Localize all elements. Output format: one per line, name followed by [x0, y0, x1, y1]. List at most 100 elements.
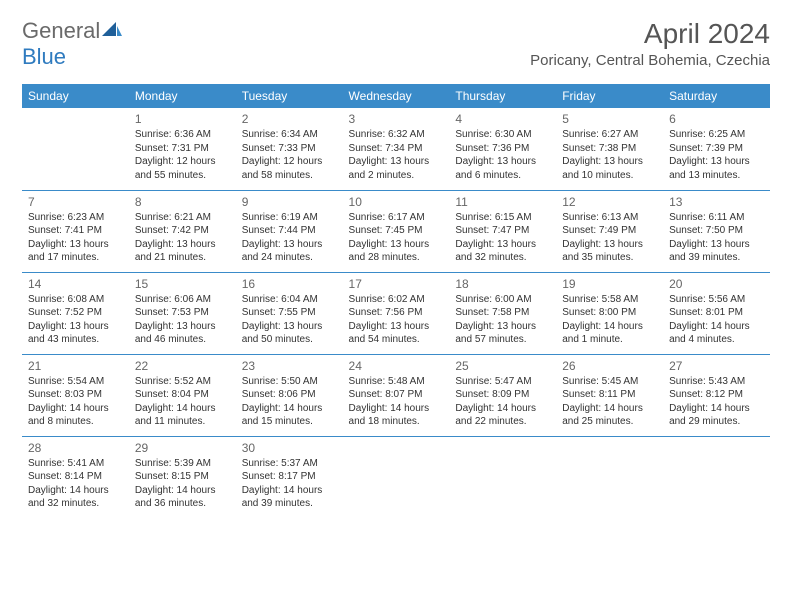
- day-cell: 15Sunrise: 6:06 AMSunset: 7:53 PMDayligh…: [129, 272, 236, 354]
- daylight-text: and 18 minutes.: [349, 415, 444, 429]
- daylight-text: Daylight: 13 hours: [135, 238, 230, 252]
- title-block: April 2024 Poricany, Central Bohemia, Cz…: [530, 18, 770, 69]
- day-number: 13: [669, 194, 764, 210]
- sunset-text: Sunset: 8:06 PM: [242, 388, 337, 402]
- day-cell: 17Sunrise: 6:02 AMSunset: 7:56 PMDayligh…: [343, 272, 450, 354]
- calendar-week-row: 7Sunrise: 6:23 AMSunset: 7:41 PMDaylight…: [22, 190, 770, 272]
- daylight-text: and 46 minutes.: [135, 333, 230, 347]
- daylight-text: Daylight: 13 hours: [562, 238, 657, 252]
- day-cell: 10Sunrise: 6:17 AMSunset: 7:45 PMDayligh…: [343, 190, 450, 272]
- day-cell: 19Sunrise: 5:58 AMSunset: 8:00 PMDayligh…: [556, 272, 663, 354]
- day-number: 26: [562, 358, 657, 374]
- logo-sail-icon: [102, 25, 122, 42]
- day-cell: 18Sunrise: 6:00 AMSunset: 7:58 PMDayligh…: [449, 272, 556, 354]
- calendar-week-row: 1Sunrise: 6:36 AMSunset: 7:31 PMDaylight…: [22, 108, 770, 190]
- day-cell: 26Sunrise: 5:45 AMSunset: 8:11 PMDayligh…: [556, 354, 663, 436]
- month-title: April 2024: [530, 18, 770, 50]
- sunset-text: Sunset: 8:11 PM: [562, 388, 657, 402]
- daylight-text: and 29 minutes.: [669, 415, 764, 429]
- sunrise-text: Sunrise: 6:15 AM: [455, 211, 550, 225]
- sunset-text: Sunset: 7:41 PM: [28, 224, 123, 238]
- daylight-text: Daylight: 13 hours: [562, 155, 657, 169]
- day-number: 9: [242, 194, 337, 210]
- day-number: 6: [669, 111, 764, 127]
- day-number: 19: [562, 276, 657, 292]
- sunset-text: Sunset: 8:14 PM: [28, 470, 123, 484]
- empty-cell: [22, 108, 129, 190]
- daylight-text: and 13 minutes.: [669, 169, 764, 183]
- sunrise-text: Sunrise: 6:23 AM: [28, 211, 123, 225]
- day-number: 4: [455, 111, 550, 127]
- day-number: 2: [242, 111, 337, 127]
- sunrise-text: Sunrise: 6:17 AM: [349, 211, 444, 225]
- sunset-text: Sunset: 7:38 PM: [562, 142, 657, 156]
- daylight-text: Daylight: 14 hours: [135, 402, 230, 416]
- calendar-table: SundayMondayTuesdayWednesdayThursdayFrid…: [22, 84, 770, 518]
- day-number: 24: [349, 358, 444, 374]
- daylight-text: and 6 minutes.: [455, 169, 550, 183]
- day-number: 11: [455, 194, 550, 210]
- daylight-text: and 43 minutes.: [28, 333, 123, 347]
- daylight-text: and 21 minutes.: [135, 251, 230, 265]
- sunrise-text: Sunrise: 6:00 AM: [455, 293, 550, 307]
- daylight-text: Daylight: 14 hours: [349, 402, 444, 416]
- sunset-text: Sunset: 8:01 PM: [669, 306, 764, 320]
- sunrise-text: Sunrise: 6:32 AM: [349, 128, 444, 142]
- daylight-text: and 22 minutes.: [455, 415, 550, 429]
- daylight-text: Daylight: 13 hours: [455, 320, 550, 334]
- daylight-text: and 2 minutes.: [349, 169, 444, 183]
- sunset-text: Sunset: 7:58 PM: [455, 306, 550, 320]
- sunset-text: Sunset: 7:34 PM: [349, 142, 444, 156]
- daylight-text: Daylight: 13 hours: [242, 238, 337, 252]
- sunset-text: Sunset: 7:52 PM: [28, 306, 123, 320]
- daylight-text: and 32 minutes.: [455, 251, 550, 265]
- day-cell: 21Sunrise: 5:54 AMSunset: 8:03 PMDayligh…: [22, 354, 129, 436]
- daylight-text: Daylight: 13 hours: [349, 238, 444, 252]
- daylight-text: Daylight: 14 hours: [562, 320, 657, 334]
- sunset-text: Sunset: 7:36 PM: [455, 142, 550, 156]
- daylight-text: and 54 minutes.: [349, 333, 444, 347]
- day-number: 29: [135, 440, 230, 456]
- daylight-text: Daylight: 14 hours: [242, 484, 337, 498]
- sunrise-text: Sunrise: 6:02 AM: [349, 293, 444, 307]
- sunrise-text: Sunrise: 5:39 AM: [135, 457, 230, 471]
- sunset-text: Sunset: 8:15 PM: [135, 470, 230, 484]
- day-number: 16: [242, 276, 337, 292]
- daylight-text: and 28 minutes.: [349, 251, 444, 265]
- daylight-text: and 1 minute.: [562, 333, 657, 347]
- daylight-text: Daylight: 13 hours: [242, 320, 337, 334]
- daylight-text: and 10 minutes.: [562, 169, 657, 183]
- sunrise-text: Sunrise: 5:54 AM: [28, 375, 123, 389]
- daylight-text: Daylight: 13 hours: [349, 320, 444, 334]
- day-number: 30: [242, 440, 337, 456]
- day-number: 14: [28, 276, 123, 292]
- sunrise-text: Sunrise: 5:47 AM: [455, 375, 550, 389]
- day-cell: 5Sunrise: 6:27 AMSunset: 7:38 PMDaylight…: [556, 108, 663, 190]
- daylight-text: Daylight: 13 hours: [455, 155, 550, 169]
- day-cell: 16Sunrise: 6:04 AMSunset: 7:55 PMDayligh…: [236, 272, 343, 354]
- sunset-text: Sunset: 7:55 PM: [242, 306, 337, 320]
- sunrise-text: Sunrise: 5:37 AM: [242, 457, 337, 471]
- calendar-header-row: SundayMondayTuesdayWednesdayThursdayFrid…: [22, 84, 770, 108]
- daylight-text: Daylight: 14 hours: [135, 484, 230, 498]
- daylight-text: and 50 minutes.: [242, 333, 337, 347]
- sunrise-text: Sunrise: 5:58 AM: [562, 293, 657, 307]
- day-header: Friday: [556, 84, 663, 108]
- day-cell: 27Sunrise: 5:43 AMSunset: 8:12 PMDayligh…: [663, 354, 770, 436]
- day-header: Monday: [129, 84, 236, 108]
- sunset-text: Sunset: 8:09 PM: [455, 388, 550, 402]
- sunrise-text: Sunrise: 5:50 AM: [242, 375, 337, 389]
- sunrise-text: Sunrise: 6:06 AM: [135, 293, 230, 307]
- sunrise-text: Sunrise: 6:21 AM: [135, 211, 230, 225]
- day-cell: 23Sunrise: 5:50 AMSunset: 8:06 PMDayligh…: [236, 354, 343, 436]
- day-number: 25: [455, 358, 550, 374]
- daylight-text: Daylight: 14 hours: [242, 402, 337, 416]
- sunset-text: Sunset: 8:17 PM: [242, 470, 337, 484]
- daylight-text: Daylight: 14 hours: [562, 402, 657, 416]
- daylight-text: Daylight: 14 hours: [28, 484, 123, 498]
- sunset-text: Sunset: 8:03 PM: [28, 388, 123, 402]
- day-number: 17: [349, 276, 444, 292]
- day-cell: 4Sunrise: 6:30 AMSunset: 7:36 PMDaylight…: [449, 108, 556, 190]
- daylight-text: and 24 minutes.: [242, 251, 337, 265]
- header: General Blue April 2024 Poricany, Centra…: [22, 18, 770, 70]
